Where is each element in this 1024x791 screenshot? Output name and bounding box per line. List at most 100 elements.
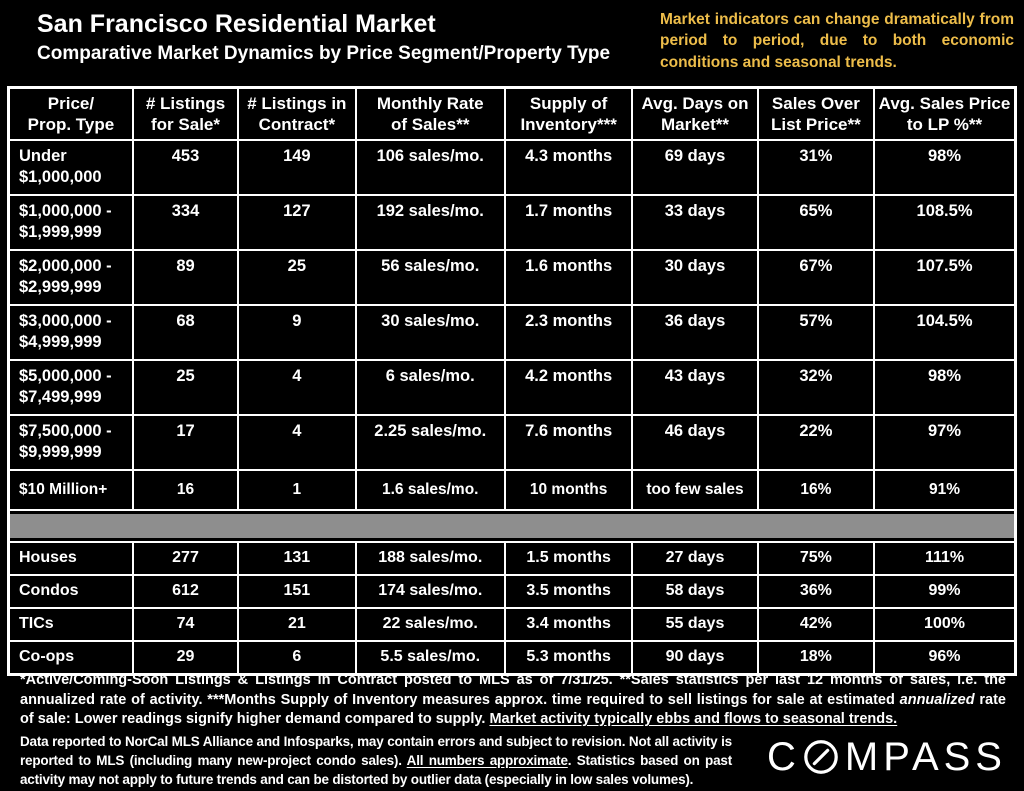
footnote-segment: *Active/Coming-Soon Listings & Listings …	[20, 672, 1006, 708]
value-cell: 9	[237, 304, 357, 361]
table-row: $7,500,000 - $9,999,999 17 4 2.25 sales/mo.…	[7, 414, 1017, 471]
market-dynamics-table: Price/ Prop. Type # Listings for Sale* # L…	[7, 86, 1017, 676]
value-cell: 43 days	[631, 359, 759, 416]
value-cell: 18%	[756, 640, 876, 675]
column-header: Avg. Sales Price to LP %**	[873, 86, 1017, 141]
column-header: Monthly Rate of Sales**	[354, 86, 506, 141]
row-label-cell: $2,000,000 - $2,999,999	[7, 249, 134, 306]
table-head: Price/ Prop. Type # Listings for Sale* # L…	[7, 86, 1017, 141]
row-label-cell: Under $1,000,000	[7, 139, 134, 196]
value-cell: 188 sales/mo.	[354, 541, 506, 576]
value-cell: 55 days	[631, 607, 759, 642]
value-cell: 65%	[756, 194, 876, 251]
column-header: Supply of Inventory***	[503, 86, 634, 141]
column-header: # Listings in Contract*	[237, 86, 357, 141]
value-cell: 4.3 months	[503, 139, 634, 196]
value-cell: 58 days	[631, 574, 759, 609]
value-cell: 69 days	[631, 139, 759, 196]
row-label-cell: $3,000,000 - $4,999,999	[7, 304, 134, 361]
value-cell: 151	[237, 574, 357, 609]
footnote-segment: . Statistics based on past activity may …	[20, 752, 732, 787]
value-cell: 27 days	[631, 541, 759, 576]
row-label-cell: $1,000,000 - $1,999,999	[7, 194, 134, 251]
value-cell: 90 days	[631, 640, 759, 675]
table-row: Co-ops 29 6 5.5 sales/mo. 5.3 months 90 days 1…	[7, 640, 1017, 675]
value-cell: 192 sales/mo.	[354, 194, 506, 251]
value-cell: too few sales	[631, 469, 759, 511]
value-cell: 21	[237, 607, 357, 642]
table-row: Under $1,000,000 453 149 106 sales/mo. 4.3 m…	[7, 139, 1017, 196]
value-cell: 89	[131, 249, 240, 306]
value-cell: 75%	[756, 541, 876, 576]
value-cell: 111%	[873, 541, 1017, 576]
page-title: San Francisco Residential Market	[37, 10, 436, 38]
value-cell: 22 sales/mo.	[354, 607, 506, 642]
value-cell: 57%	[756, 304, 876, 361]
value-cell: 1.7 months	[503, 194, 634, 251]
value-cell: 17	[131, 414, 240, 471]
logo-letter: C	[767, 734, 801, 779]
value-cell: 30 sales/mo.	[354, 304, 506, 361]
row-label-cell: Houses	[7, 541, 134, 576]
value-cell: 106 sales/mo.	[354, 139, 506, 196]
footnote-segment: Data reported to NorCal MLS Alliance and…	[20, 734, 732, 768]
footnote-segment: rate of sale: Lower readings signify hig…	[20, 691, 1006, 728]
value-cell: 68	[131, 304, 240, 361]
separator-bar	[10, 514, 1014, 538]
value-cell: 56 sales/mo.	[354, 249, 506, 306]
value-cell: 36%	[756, 574, 876, 609]
column-header: Avg. Days on Market**	[631, 86, 759, 141]
value-cell: 32%	[756, 359, 876, 416]
value-cell: 7.6 months	[503, 414, 634, 471]
value-cell: 4	[237, 414, 357, 471]
value-cell: 91%	[873, 469, 1017, 511]
footnote-segment: All numbers approximate	[406, 752, 568, 768]
value-cell: 1.6 sales/mo.	[354, 469, 506, 511]
value-cell: 131	[237, 541, 357, 576]
separator-cell	[8, 509, 1016, 543]
value-cell: 3.5 months	[503, 574, 634, 609]
row-label-cell: $5,000,000 - $7,499,999	[7, 359, 134, 416]
value-cell: 42%	[756, 607, 876, 642]
value-cell: 2.25 sales/mo.	[354, 414, 506, 471]
value-cell: 107.5%	[873, 249, 1017, 306]
value-cell: 612	[131, 574, 240, 609]
row-label-cell: $7,500,000 - $9,999,999	[7, 414, 134, 471]
value-cell: 334	[131, 194, 240, 251]
value-cell: 97%	[873, 414, 1017, 471]
row-label-cell: Condos	[7, 574, 134, 609]
value-cell: 100%	[873, 607, 1017, 642]
value-cell: 277	[131, 541, 240, 576]
market-indicators-note: Market indicators can change dramaticall…	[660, 11, 1014, 71]
table-body: Under $1,000,000 453 149 106 sales/mo. 4.3 m…	[7, 139, 1017, 675]
value-cell: 98%	[873, 359, 1017, 416]
value-cell: 1	[237, 469, 357, 511]
value-cell: 174 sales/mo.	[354, 574, 506, 609]
value-cell: 67%	[756, 249, 876, 306]
value-cell: 6	[237, 640, 357, 675]
value-cell: 74	[131, 607, 240, 642]
value-cell: 4	[237, 359, 357, 416]
value-cell: 22%	[756, 414, 876, 471]
value-cell: 36 days	[631, 304, 759, 361]
value-cell: 5.3 months	[503, 640, 634, 675]
separator-row	[8, 509, 1016, 543]
column-header: Price/ Prop. Type	[7, 86, 134, 141]
footnote-statistics: *Active/Coming-Soon Listings & Listings …	[20, 671, 1006, 730]
value-cell: 25	[131, 359, 240, 416]
value-cell: 104.5%	[873, 304, 1017, 361]
footnote-disclaimer: Data reported to NorCal MLS Alliance and…	[20, 733, 732, 790]
page-subtitle: Comparative Market Dynamics by Price Seg…	[37, 42, 611, 64]
value-cell: 453	[131, 139, 240, 196]
value-cell: 1.6 months	[503, 249, 634, 306]
column-header: # Listings for Sale*	[131, 86, 240, 141]
value-cell: 16	[131, 469, 240, 511]
table-row: $3,000,000 - $4,999,999 68 9 30 sales/mo. 2.…	[7, 304, 1017, 361]
value-cell: 25	[237, 249, 357, 306]
value-cell: 96%	[873, 640, 1017, 675]
logo-letters: MPASS	[844, 734, 1007, 779]
value-cell: 16%	[756, 469, 876, 511]
table-row: Houses 277 131 188 sales/mo. 1.5 months 27 da…	[7, 541, 1017, 576]
column-header: Sales Over List Price**	[756, 86, 876, 141]
value-cell: 1.5 months	[503, 541, 634, 576]
